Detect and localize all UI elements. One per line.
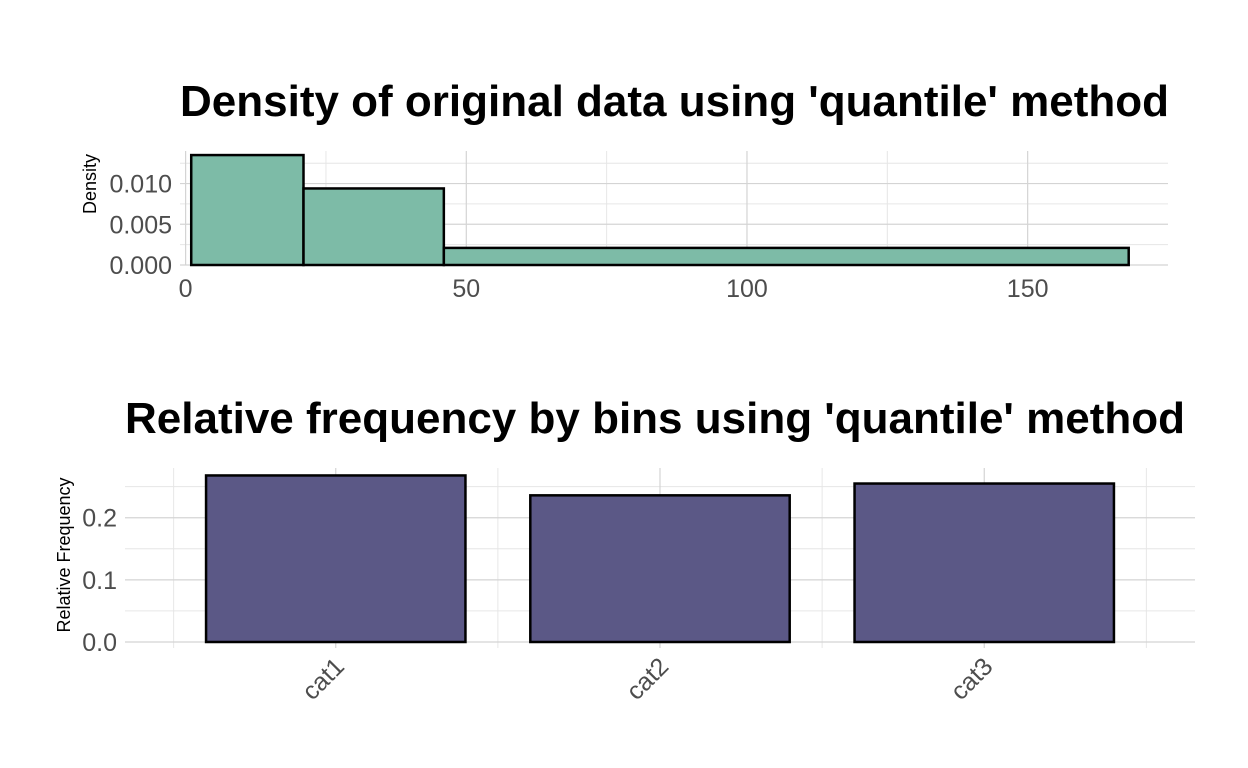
relative-frequency-x-ticks: cat1 cat2 cat3 bbox=[297, 652, 999, 705]
density-bar-2 bbox=[302, 187, 446, 267]
relative-frequency-y-axis-label: Relative Frequency bbox=[54, 477, 74, 632]
density-y-tick-label: 0.010 bbox=[109, 171, 172, 199]
relative-frequency-bar-cat3 bbox=[853, 482, 1116, 644]
density-y-ticks: 0.000 0.005 0.010 bbox=[109, 171, 172, 280]
relative-frequency-x-tick-label: cat3 bbox=[945, 652, 998, 705]
density-y-tick-label: 0.005 bbox=[109, 211, 172, 239]
density-histogram-panel: Density of original data using 'quantile… bbox=[80, 77, 1169, 303]
density-x-ticks: 0 50 100 150 bbox=[179, 275, 1049, 303]
relative-frequency-bars bbox=[204, 474, 1116, 644]
density-x-tick-label: 100 bbox=[726, 275, 768, 303]
density-y-axis-label: Density bbox=[80, 154, 100, 214]
relative-frequency-y-ticks: 0.0 0.1 0.2 bbox=[82, 505, 117, 657]
density-x-tick-label: 150 bbox=[1007, 275, 1049, 303]
density-bar-1 bbox=[189, 153, 305, 267]
density-y-tick-label: 0.000 bbox=[109, 252, 172, 280]
density-x-tick-label: 50 bbox=[452, 275, 480, 303]
density-bar-3 bbox=[442, 246, 1130, 267]
relative-frequency-bar-cat1 bbox=[204, 474, 467, 644]
relative-frequency-x-tick-label: cat2 bbox=[621, 652, 674, 705]
relative-frequency-y-tick-label: 0.1 bbox=[82, 567, 117, 595]
relative-frequency-panel: Relative frequency by bins using 'quanti… bbox=[54, 394, 1195, 706]
density-x-tick-label: 0 bbox=[179, 275, 193, 303]
relative-frequency-x-tick-label: cat1 bbox=[297, 652, 350, 705]
density-chart-title: Density of original data using 'quantile… bbox=[180, 77, 1169, 126]
density-bars bbox=[189, 153, 1130, 267]
relative-frequency-bar-cat2 bbox=[529, 494, 791, 644]
relative-frequency-chart-title: Relative frequency by bins using 'quanti… bbox=[125, 394, 1185, 443]
relative-frequency-y-tick-label: 0.0 bbox=[82, 629, 117, 657]
relative-frequency-y-tick-label: 0.2 bbox=[82, 505, 117, 533]
